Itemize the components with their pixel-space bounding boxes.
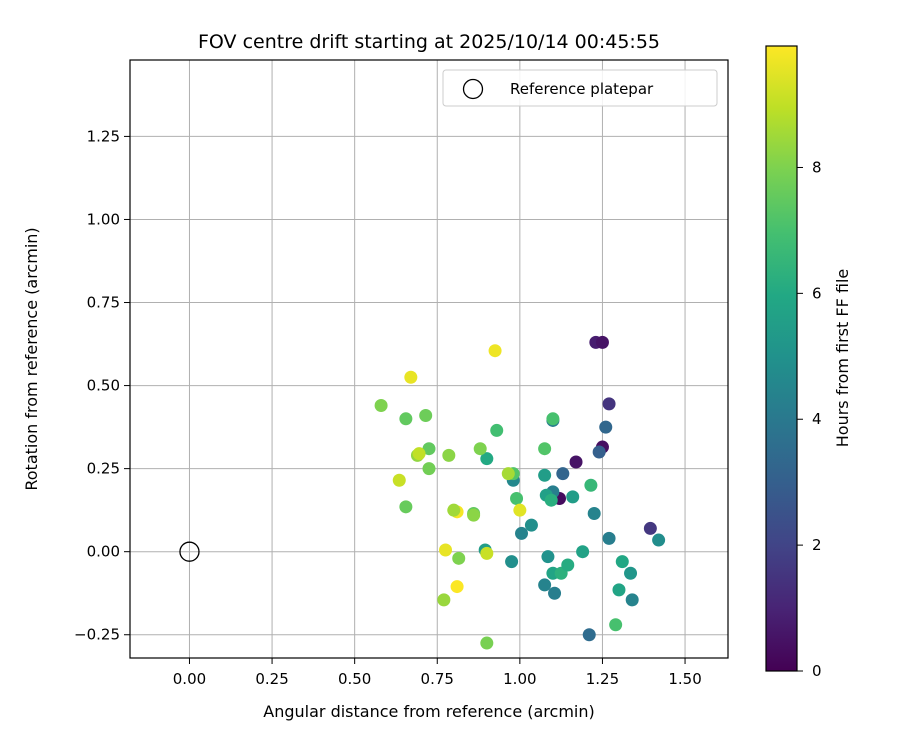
data-point <box>625 593 639 607</box>
data-point <box>399 500 413 514</box>
data-point <box>505 555 519 569</box>
chart-title: FOV centre drift starting at 2025/10/14 … <box>198 31 660 53</box>
colorbar-label: Hours from first FF file <box>833 269 852 448</box>
y-tick-label: 0.00 <box>87 543 120 561</box>
data-point <box>643 521 657 535</box>
colorbar-gradient <box>766 46 797 671</box>
data-points <box>374 335 666 650</box>
colorbar-tick-label: 2 <box>812 536 822 554</box>
data-point <box>412 447 426 461</box>
data-point <box>602 531 616 545</box>
data-point <box>652 533 666 547</box>
x-tick-label: 0.00 <box>173 670 206 688</box>
data-point <box>587 506 601 520</box>
data-point <box>595 335 609 349</box>
data-point <box>447 503 461 517</box>
y-tick-label: 0.50 <box>87 377 120 395</box>
colorbar-tick-label: 4 <box>812 410 822 428</box>
y-tick-label: 0.25 <box>87 460 120 478</box>
data-point <box>569 455 583 469</box>
legend-label: Reference platepar <box>510 80 654 98</box>
legend-box <box>442 69 718 107</box>
data-point <box>488 344 502 358</box>
grid-lines <box>130 60 728 658</box>
data-point <box>490 423 504 437</box>
data-point <box>624 566 638 580</box>
x-tick-label: 0.25 <box>255 670 288 688</box>
data-point <box>615 555 629 569</box>
x-tick-label: 1.25 <box>586 670 619 688</box>
data-point <box>437 593 451 607</box>
data-point <box>541 550 555 564</box>
colorbar-tick-label: 6 <box>812 284 822 302</box>
data-point <box>556 467 570 481</box>
colorbar: 0 2 4 6 8 Hours from first FF file <box>765 45 852 680</box>
y-tick-label: 0.75 <box>87 294 120 312</box>
colorbar-ticks: 0 2 4 6 8 <box>797 158 822 680</box>
data-point <box>392 473 406 487</box>
data-point <box>524 518 538 532</box>
data-point <box>544 493 558 507</box>
data-point <box>548 586 562 600</box>
legend-marker-hollow-circle <box>462 78 484 100</box>
data-point <box>561 558 575 572</box>
data-point <box>374 399 388 413</box>
x-tick-label: 0.50 <box>338 670 371 688</box>
x-tick-label: 1.50 <box>668 670 701 688</box>
x-axis-ticks: 0.00 0.25 0.50 0.75 1.00 1.25 1.50 <box>173 658 702 688</box>
data-point <box>422 442 436 456</box>
data-point <box>480 546 494 560</box>
data-point <box>546 412 560 426</box>
data-point <box>450 580 464 594</box>
y-axis-label: Rotation from reference (arcmin) <box>22 227 41 490</box>
data-point <box>566 490 580 504</box>
x-tick-label: 1.00 <box>503 670 536 688</box>
y-axis-ticks: −0.25 0.00 0.25 0.50 0.75 1.00 1.25 <box>74 127 130 644</box>
colorbar-tick-label: 0 <box>812 662 822 680</box>
data-point <box>480 452 494 466</box>
data-point <box>513 503 527 517</box>
legend: Reference platepar <box>442 69 718 107</box>
data-point <box>602 397 616 411</box>
data-point <box>582 628 596 642</box>
x-tick-label: 0.75 <box>421 670 454 688</box>
data-point <box>538 468 552 482</box>
y-tick-label: 1.25 <box>87 127 120 145</box>
reference-point <box>179 541 200 562</box>
data-point <box>419 408 433 422</box>
data-point <box>442 448 456 462</box>
data-point <box>510 492 524 506</box>
data-point <box>538 442 552 456</box>
data-point <box>612 583 626 597</box>
data-point <box>609 618 623 632</box>
plot-frame <box>129 59 729 659</box>
colorbar-tick-label: 8 <box>812 158 822 176</box>
colorbar-frame <box>765 45 798 672</box>
data-point <box>404 370 418 384</box>
data-point <box>515 526 529 540</box>
data-point <box>452 551 466 565</box>
data-point <box>592 445 606 459</box>
data-point <box>473 442 487 456</box>
data-point <box>480 636 494 650</box>
x-axis-label: Angular distance from reference (arcmin) <box>263 702 594 721</box>
data-point <box>467 508 481 522</box>
y-tick-label: −0.25 <box>74 626 120 644</box>
data-point <box>599 420 613 434</box>
data-point <box>439 543 453 557</box>
data-point <box>576 545 590 559</box>
data-point <box>584 478 598 492</box>
data-point <box>422 462 436 476</box>
data-point <box>538 578 552 592</box>
data-point <box>501 467 515 481</box>
data-point <box>399 412 413 426</box>
y-tick-label: 1.00 <box>87 210 120 228</box>
